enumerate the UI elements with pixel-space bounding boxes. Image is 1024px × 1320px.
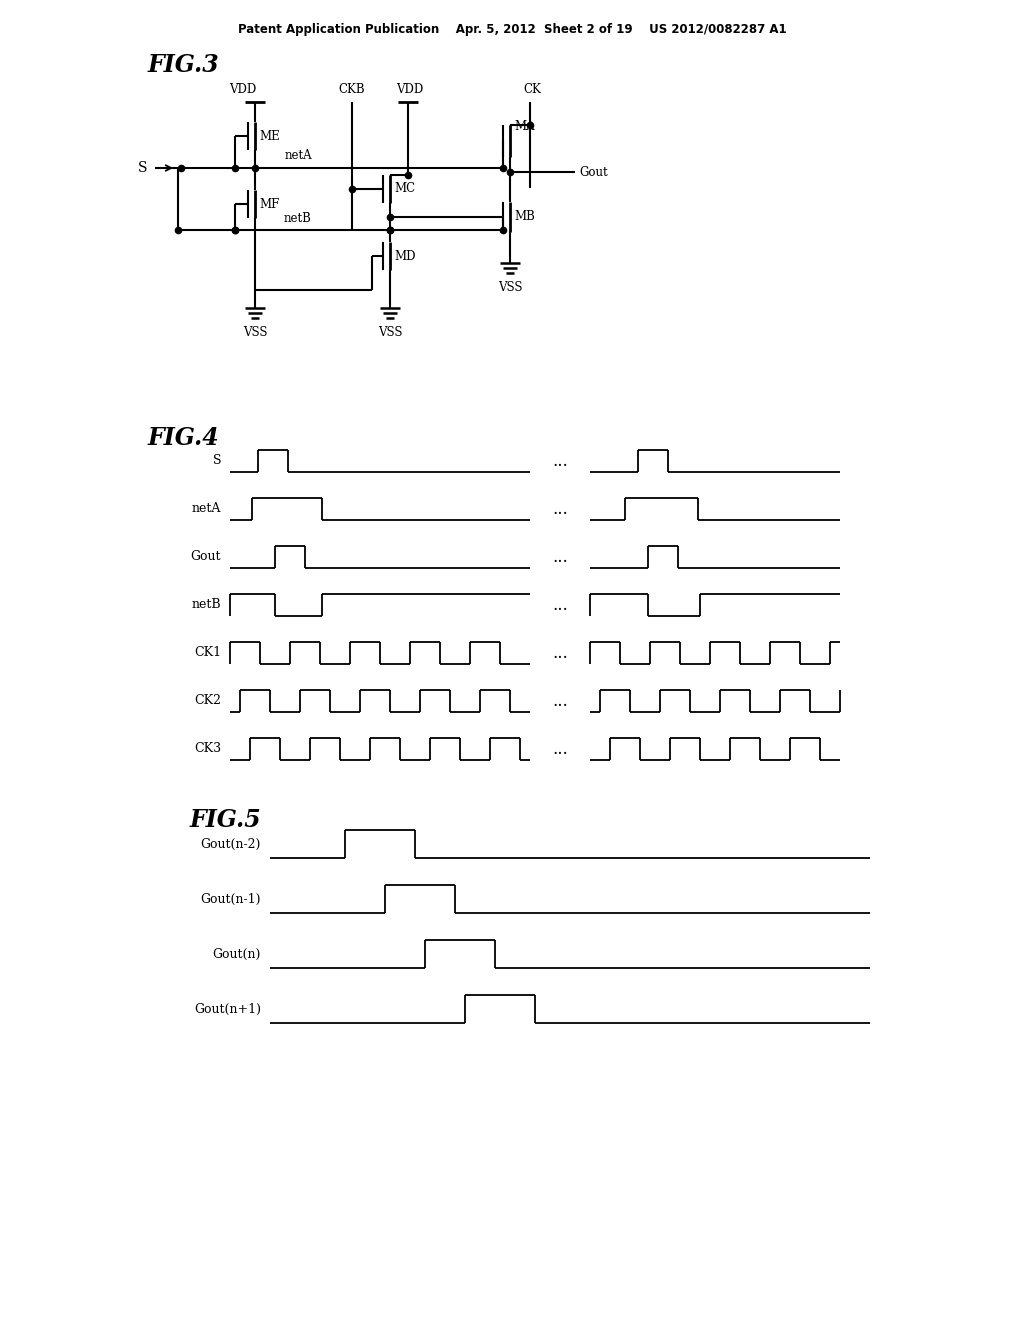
Text: S: S <box>137 161 147 176</box>
Text: ...: ... <box>552 597 568 614</box>
Text: CK2: CK2 <box>194 694 221 708</box>
Text: VDD: VDD <box>229 83 257 96</box>
Text: ME: ME <box>259 129 280 143</box>
Text: Patent Application Publication    Apr. 5, 2012  Sheet 2 of 19    US 2012/0082287: Patent Application Publication Apr. 5, 2… <box>238 24 786 37</box>
Text: ...: ... <box>552 453 568 470</box>
Text: FIG.3: FIG.3 <box>148 53 220 77</box>
Text: netA: netA <box>285 149 312 162</box>
Text: ...: ... <box>552 644 568 661</box>
Text: MA: MA <box>514 120 535 133</box>
Text: MF: MF <box>259 198 280 210</box>
Text: FIG.5: FIG.5 <box>190 808 262 832</box>
Text: ...: ... <box>552 741 568 758</box>
Text: CK1: CK1 <box>194 647 221 660</box>
Text: Gout(n-2): Gout(n-2) <box>201 837 261 850</box>
Text: Gout(n): Gout(n) <box>213 948 261 961</box>
Text: netB: netB <box>191 598 221 611</box>
Text: MB: MB <box>514 210 535 223</box>
Text: ...: ... <box>552 500 568 517</box>
Text: netB: netB <box>284 213 312 224</box>
Text: VDD: VDD <box>396 83 424 96</box>
Text: MC: MC <box>394 182 415 195</box>
Text: VSS: VSS <box>378 326 402 339</box>
Text: S: S <box>213 454 221 467</box>
Text: FIG.4: FIG.4 <box>148 426 220 450</box>
Text: Gout: Gout <box>579 165 607 178</box>
Text: ...: ... <box>552 693 568 710</box>
Text: Gout: Gout <box>190 550 221 564</box>
Text: Gout(n-1): Gout(n-1) <box>201 892 261 906</box>
Text: Gout(n+1): Gout(n+1) <box>194 1002 261 1015</box>
Text: CKB: CKB <box>339 83 366 96</box>
Text: MD: MD <box>394 249 416 263</box>
Text: CK: CK <box>523 83 541 96</box>
Text: CK3: CK3 <box>194 742 221 755</box>
Text: ...: ... <box>552 549 568 565</box>
Text: VSS: VSS <box>498 281 522 294</box>
Text: netA: netA <box>191 503 221 516</box>
Text: VSS: VSS <box>243 326 267 339</box>
